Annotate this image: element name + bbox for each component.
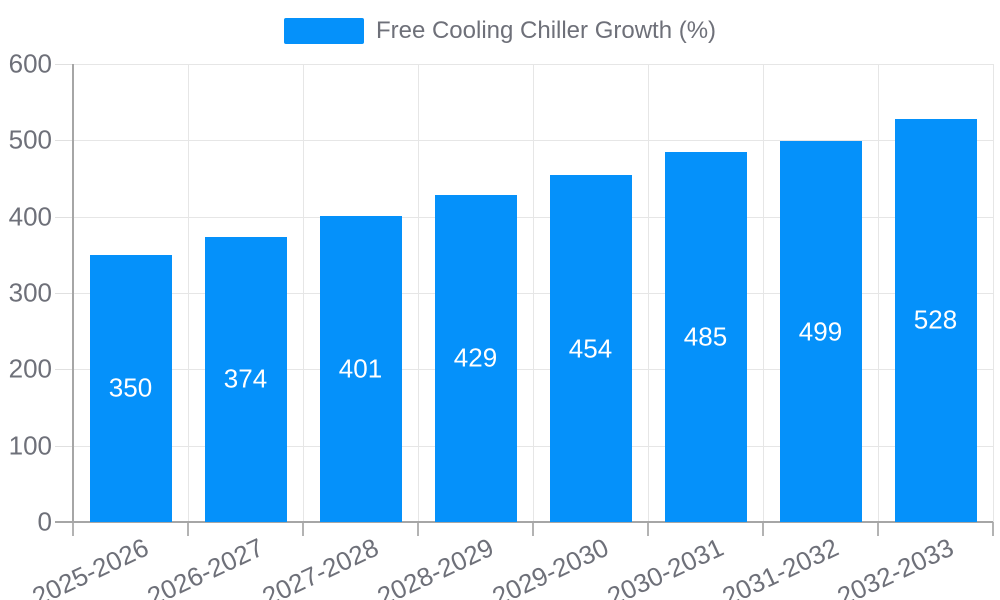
x-axis-tick bbox=[762, 522, 764, 536]
x-axis-category-label: 2030-2031 bbox=[602, 532, 729, 600]
y-axis-line bbox=[72, 64, 74, 522]
bar-value-label: 528 bbox=[913, 304, 958, 335]
x-axis-category-label: 2028-2029 bbox=[372, 532, 499, 600]
bar[interactable] bbox=[89, 254, 172, 522]
bar[interactable] bbox=[319, 215, 402, 522]
x-gridline bbox=[648, 64, 649, 522]
x-axis-line bbox=[55, 521, 993, 523]
y-axis-tick bbox=[55, 293, 73, 294]
y-axis-tick-label: 600 bbox=[8, 48, 52, 79]
x-axis-tick bbox=[417, 522, 419, 536]
bar-value-label: 485 bbox=[683, 321, 728, 352]
y-axis-tick-label: 400 bbox=[8, 201, 52, 232]
x-axis-category-label: 2032-2033 bbox=[832, 532, 959, 600]
bar[interactable] bbox=[204, 236, 287, 522]
x-axis-category-label: 2029-2030 bbox=[487, 532, 614, 600]
x-axis-category-label: 2026-2027 bbox=[142, 532, 269, 600]
x-gridline bbox=[993, 64, 994, 522]
x-axis-tick bbox=[877, 522, 879, 536]
x-axis-tick bbox=[992, 522, 994, 536]
y-axis-tick-label: 0 bbox=[37, 506, 52, 537]
bar[interactable] bbox=[894, 118, 977, 522]
y-axis-tick bbox=[55, 216, 73, 218]
bar[interactable] bbox=[664, 151, 747, 522]
x-gridline bbox=[188, 64, 189, 522]
x-gridline bbox=[763, 64, 764, 522]
x-gridline bbox=[878, 64, 879, 522]
y-axis-tick-label: 100 bbox=[8, 430, 52, 461]
x-axis-tick bbox=[647, 522, 649, 536]
bar-value-label: 374 bbox=[223, 363, 268, 394]
x-axis-tick bbox=[532, 522, 534, 536]
y-axis-tick-label: 500 bbox=[8, 124, 52, 155]
bar-value-label: 499 bbox=[798, 316, 843, 347]
y-axis-tick bbox=[55, 369, 73, 371]
y-axis-tick-label: 300 bbox=[8, 277, 52, 308]
x-gridline bbox=[533, 64, 534, 522]
y-axis-tick bbox=[55, 64, 73, 65]
bar[interactable] bbox=[549, 175, 632, 522]
bar-value-label: 429 bbox=[453, 342, 498, 373]
x-axis-tick bbox=[302, 522, 304, 536]
bar-value-label: 401 bbox=[338, 353, 383, 384]
bar-value-label: 350 bbox=[108, 372, 153, 403]
x-gridline bbox=[418, 64, 419, 522]
chart-legend[interactable]: Free Cooling Chiller Growth (%) bbox=[0, 16, 1000, 46]
legend-label: Free Cooling Chiller Growth (%) bbox=[375, 17, 717, 44]
bar[interactable] bbox=[779, 141, 862, 522]
bar[interactable] bbox=[434, 194, 517, 522]
x-axis-category-label: 2025-2026 bbox=[27, 532, 154, 600]
legend-swatch bbox=[283, 18, 364, 44]
y-axis-tick-label: 200 bbox=[8, 353, 52, 384]
y-axis-tick bbox=[55, 140, 73, 142]
bar-value-label: 454 bbox=[568, 333, 613, 364]
y-axis-tick bbox=[55, 445, 73, 447]
x-axis-category-label: 2031-2032 bbox=[717, 532, 844, 600]
x-axis-tick bbox=[72, 522, 74, 536]
x-axis-category-label: 2027-2028 bbox=[257, 532, 384, 600]
x-gridline bbox=[303, 64, 304, 522]
x-axis-tick bbox=[187, 522, 189, 536]
